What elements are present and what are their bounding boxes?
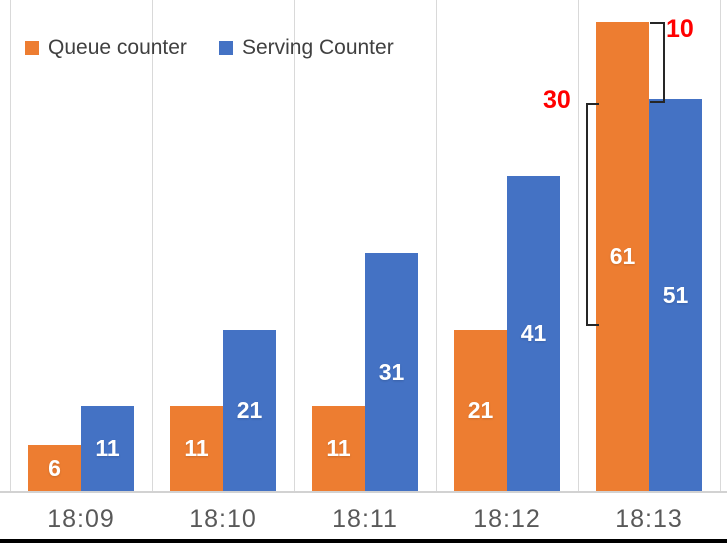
legend-item-serving-counter: Serving Counter xyxy=(218,36,394,60)
gridline xyxy=(719,0,721,491)
bar-serving-counter-18:10: 21 xyxy=(223,330,276,491)
difference-bracket-10 xyxy=(650,22,665,103)
gridline xyxy=(577,0,579,491)
bar-value-label: 6 xyxy=(48,454,61,481)
bar-value-label: 41 xyxy=(520,320,547,346)
bar-value-label: 11 xyxy=(95,435,120,461)
queue-counter-swatch-icon xyxy=(25,41,39,55)
bar-value-label: 61 xyxy=(609,243,636,269)
x-tick-label-18-13: 18:13 xyxy=(615,505,683,533)
x-tick-label-18-11: 18:11 xyxy=(332,505,398,533)
gridline xyxy=(9,0,11,491)
legend-item-queue-counter: Queue counter xyxy=(25,36,187,60)
bar-serving-counter-18:12: 41 xyxy=(507,176,560,491)
bar-value-label: 11 xyxy=(184,435,209,461)
bar-queue-counter-18:10: 11 xyxy=(170,406,223,491)
difference-annotation-30: 30 xyxy=(543,86,571,114)
legend-label-queue-counter: Queue counter xyxy=(48,36,187,59)
x-axis-line xyxy=(0,491,727,493)
bar-value-label: 31 xyxy=(378,358,405,385)
gridline xyxy=(435,0,437,491)
gridline xyxy=(293,0,295,491)
legend-label-serving-counter: Serving Counter xyxy=(241,36,394,59)
bar-queue-counter-18:12: 21 xyxy=(454,330,507,491)
gridline xyxy=(151,0,153,491)
x-tick-label-18-10: 18:10 xyxy=(189,505,257,533)
bar-serving-counter-18:11: 31 xyxy=(365,253,418,491)
difference-annotation-10: 10 xyxy=(666,15,694,43)
legend: Queue counter Serving Counter xyxy=(25,36,394,60)
x-tick-label-18-12: 18:12 xyxy=(473,505,541,533)
bar-queue-counter-18:13: 61 xyxy=(596,22,649,491)
x-tick-label-18-09: 18:09 xyxy=(47,505,115,533)
bar-queue-counter-18:11: 11 xyxy=(312,406,365,491)
bar-value-label: 11 xyxy=(326,435,351,461)
serving-counter-swatch-icon xyxy=(218,41,233,55)
bottom-border xyxy=(0,539,727,543)
bar-value-label: 51 xyxy=(662,281,689,308)
bar-serving-counter-18:09: 11 xyxy=(81,406,134,491)
bar-queue-counter-18:09: 6 xyxy=(28,445,81,491)
bar-value-label: 21 xyxy=(236,397,263,423)
bar-serving-counter-18:13: 51 xyxy=(649,99,702,491)
difference-bracket-30 xyxy=(586,103,599,326)
bar-value-label: 21 xyxy=(467,397,494,423)
